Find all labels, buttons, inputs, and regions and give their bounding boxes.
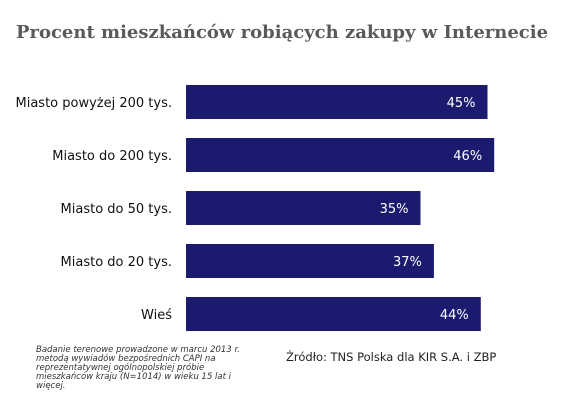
value-label-4: 44% bbox=[440, 308, 469, 323]
survey-note: Badanie terenowe prowadzone w marcu 2013… bbox=[36, 345, 240, 391]
category-label-2: Miasto do 50 tys. bbox=[61, 202, 172, 217]
bar-4 bbox=[186, 297, 481, 331]
category-label-4: Wieś bbox=[141, 308, 172, 323]
bar-2 bbox=[186, 191, 421, 225]
category-label-1: Miasto do 200 tys. bbox=[52, 149, 172, 164]
source-label: Źródło: TNS Polska dla KIR S.A. i ZBP bbox=[286, 350, 497, 364]
bar-1 bbox=[186, 138, 495, 172]
category-label-0: Miasto powyżej 200 tys. bbox=[16, 96, 173, 111]
value-label-1: 46% bbox=[453, 149, 482, 164]
category-label-3: Miasto do 20 tys. bbox=[61, 255, 172, 270]
bar-0 bbox=[186, 85, 488, 119]
bar-3 bbox=[186, 244, 434, 278]
value-label-0: 45% bbox=[447, 96, 476, 111]
value-label-3: 37% bbox=[393, 255, 422, 270]
value-label-2: 35% bbox=[380, 202, 409, 217]
chart-title: Procent mieszkańców robiących zakupy w I… bbox=[15, 22, 549, 43]
